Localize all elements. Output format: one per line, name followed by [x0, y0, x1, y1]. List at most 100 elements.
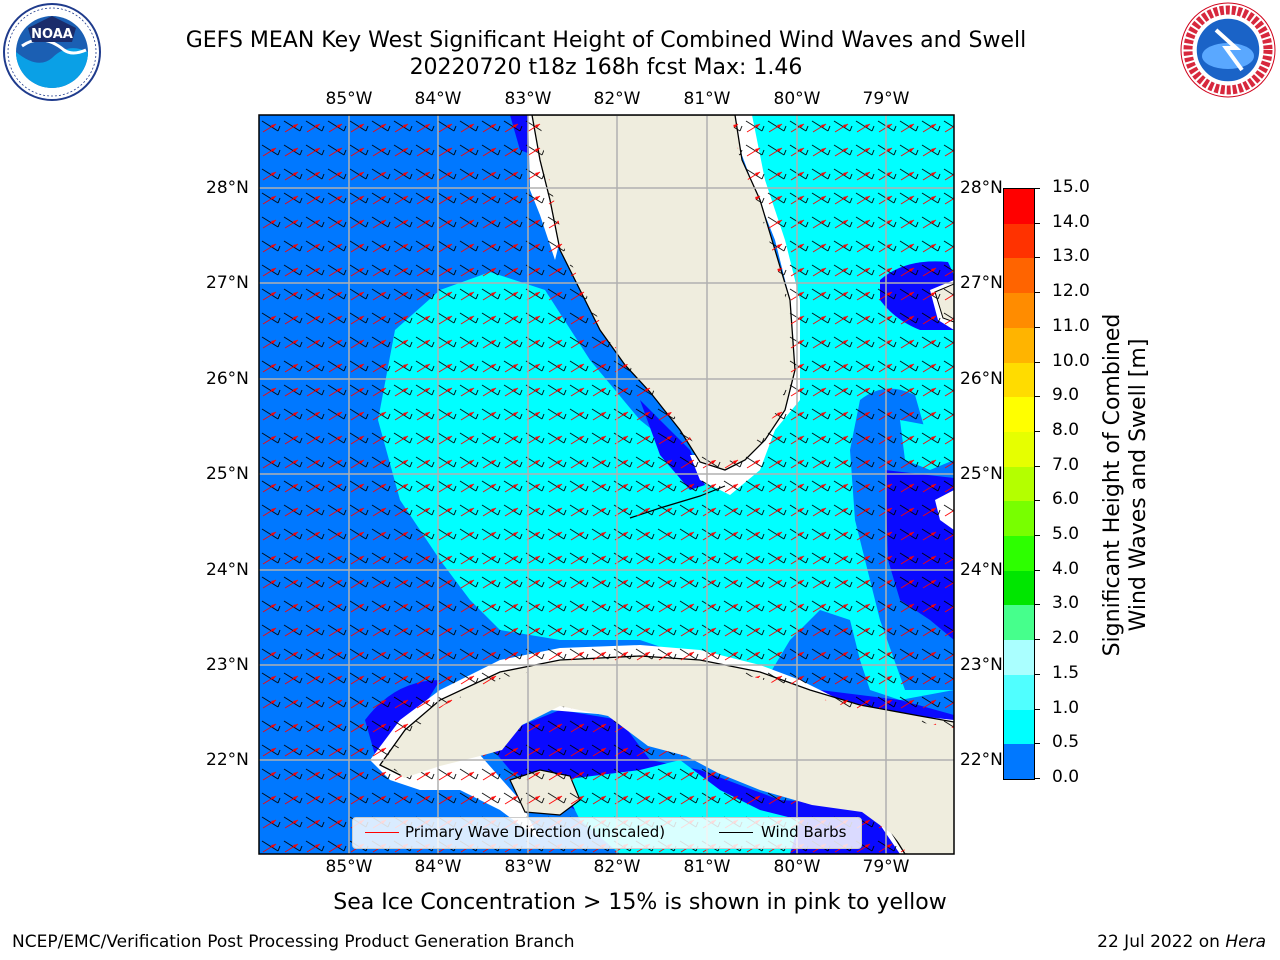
noaa-logo: NOAA [3, 3, 101, 101]
colorbar-tick-label: 12.0 [1052, 281, 1090, 302]
lon-label-top: 80°W [773, 89, 821, 109]
wave-direction-swatch [365, 832, 399, 833]
colorbar-tick-label: 3.0 [1052, 593, 1080, 614]
colorbar-tick-label: 2.0 [1052, 628, 1080, 649]
colorbar-tick-label: 5.0 [1052, 524, 1080, 545]
colorbar-band [1004, 570, 1034, 606]
colorbar-tick-mark [1034, 292, 1040, 294]
colorbar-band [1004, 397, 1034, 433]
colorbar-tick-label: 10.0 [1052, 350, 1090, 371]
lon-label-bottom: 79°W [862, 857, 910, 877]
colorbar-band [1004, 431, 1034, 468]
colorbar-tick-mark [1034, 222, 1040, 224]
lat-label-right: 22°N [960, 750, 1003, 770]
lat-label-right: 28°N [960, 178, 1003, 198]
colorbar-tick-mark [1034, 778, 1040, 779]
lat-label-right: 24°N [960, 560, 1003, 580]
colorbar-tick-mark [1034, 673, 1040, 675]
sea-ice-note: Sea Ice Concentration > 15% is shown in … [333, 890, 947, 915]
lon-label-bottom: 80°W [773, 857, 821, 877]
legend-wave-label: Primary Wave Direction (unscaled) [405, 823, 666, 841]
colorbar-tick-mark [1034, 465, 1040, 467]
colorbar-tick-mark [1034, 500, 1040, 502]
colorbar-tick-mark [1034, 639, 1040, 641]
legend-barb-label: Wind Barbs [761, 823, 847, 841]
colorbar-band [1004, 709, 1034, 745]
lon-label-top: 82°W [593, 89, 641, 109]
lat-label-right: 26°N [960, 369, 1003, 389]
colorbar [1003, 188, 1035, 780]
lat-label-right: 23°N [960, 655, 1003, 675]
colorbar-label: Significant Height of Combined Wind Wave… [1100, 305, 1152, 665]
footer-credit: NCEP/EMC/Verification Post Processing Pr… [12, 932, 575, 952]
colorbar-tick-mark [1034, 188, 1040, 189]
lon-label-top: 81°W [683, 89, 731, 109]
noaa-logo-text: NOAA [31, 27, 73, 42]
lon-label-bottom: 84°W [414, 857, 462, 877]
colorbar-band [1004, 536, 1034, 572]
colorbar-tick-label: 6.0 [1052, 489, 1080, 510]
map-frame [258, 114, 955, 855]
colorbar-label-line2: Wind Waves and Swell [m] [1126, 338, 1151, 632]
colorbar-tick-mark [1034, 569, 1040, 571]
graticule [259, 115, 954, 854]
lon-label-bottom: 81°W [683, 857, 731, 877]
colorbar-tick-mark [1034, 430, 1040, 432]
colorbar-tick-mark [1034, 396, 1040, 398]
chart-title: GEFS MEAN Key West Significant Height of… [185, 28, 1027, 53]
colorbar-band [1004, 605, 1034, 641]
nws-logo [1180, 2, 1276, 98]
map-legend: Primary Wave Direction (unscaled) Wind B… [352, 817, 862, 849]
colorbar-band [1004, 293, 1034, 329]
colorbar-band [1004, 501, 1034, 537]
lon-label-top: 85°W [325, 89, 373, 109]
colorbar-tick-mark [1034, 257, 1040, 259]
colorbar-tick-label: 13.0 [1052, 246, 1090, 267]
colorbar-band [1004, 223, 1034, 259]
lon-label-top: 79°W [862, 89, 910, 109]
colorbar-tick-mark [1034, 708, 1040, 710]
colorbar-tick-label: 7.0 [1052, 454, 1080, 475]
colorbar-tick-label: 4.0 [1052, 558, 1080, 579]
colorbar-tick-mark [1034, 361, 1040, 363]
footer-date: 22 Jul 2022 on Hera [1097, 932, 1266, 952]
colorbar-band [1004, 466, 1034, 502]
colorbar-tick-mark [1034, 535, 1040, 537]
colorbar-band [1004, 640, 1034, 676]
lon-label-bottom: 85°W [325, 857, 373, 877]
colorbar-band [1004, 744, 1034, 780]
colorbar-tick-label: 0.5 [1052, 732, 1080, 753]
lon-label-top: 84°W [414, 89, 462, 109]
colorbar-tick-label: 15.0 [1052, 177, 1090, 197]
lat-label-left: 25°N [206, 464, 249, 484]
chart-subtitle: 20220720 t18z 168h fcst Max: 1.46 [409, 55, 803, 80]
colorbar-tick-label: 8.0 [1052, 419, 1080, 440]
colorbar-tick-mark [1034, 604, 1040, 606]
colorbar-tick-label: 0.0 [1052, 767, 1080, 787]
colorbar-tick-label: 14.0 [1052, 211, 1090, 232]
colorbar-tick-mark [1034, 326, 1040, 328]
lat-label-left: 26°N [206, 369, 249, 389]
lat-label-left: 27°N [206, 273, 249, 293]
lon-label-bottom: 82°W [593, 857, 641, 877]
colorbar-band [1004, 362, 1034, 398]
colorbar-label-line1: Significant Height of Combined [1100, 313, 1125, 657]
colorbar-band [1004, 189, 1034, 225]
lat-label-left: 23°N [206, 655, 249, 675]
colorbar-band [1004, 327, 1034, 364]
lon-label-bottom: 83°W [504, 857, 552, 877]
colorbar-band [1004, 674, 1034, 711]
lat-label-right: 27°N [960, 273, 1003, 293]
lat-label-left: 22°N [206, 750, 249, 770]
colorbar-tick-label: 9.0 [1052, 385, 1080, 406]
footer-date-text: 22 Jul 2022 on [1097, 932, 1220, 952]
lat-label-left: 24°N [206, 560, 249, 580]
colorbar-tick-label: 1.0 [1052, 697, 1080, 718]
lat-label-right: 25°N [960, 464, 1003, 484]
colorbar-tick-mark [1034, 743, 1040, 745]
lat-label-left: 28°N [206, 178, 249, 198]
colorbar-tick-label: 1.5 [1052, 662, 1080, 683]
colorbar-band [1004, 258, 1034, 294]
wind-barb-swatch [719, 832, 753, 833]
